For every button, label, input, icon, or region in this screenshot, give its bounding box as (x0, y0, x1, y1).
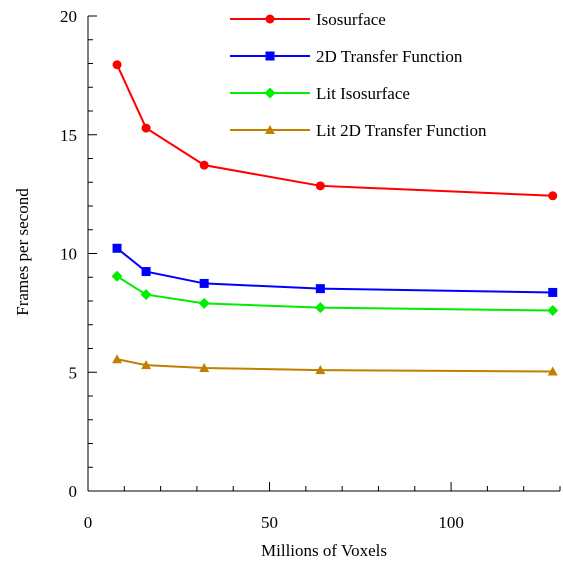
legend-item-3: Lit 2D Transfer Function (230, 121, 487, 140)
data-point (316, 181, 325, 190)
data-point (548, 191, 557, 200)
y-tick-label: 20 (60, 7, 77, 26)
legend-item-0: Isosurface (230, 10, 386, 29)
x-tick-label: 0 (84, 513, 93, 532)
x-tick-label: 50 (261, 513, 278, 532)
legend-label: Lit Isosurface (316, 84, 410, 103)
y-axis-title: Frames per second (13, 188, 32, 316)
legend-marker (266, 15, 275, 24)
legend-label: Lit 2D Transfer Function (316, 121, 487, 140)
data-point (316, 284, 325, 293)
data-point (142, 124, 151, 133)
x-axis-title: Millions of Voxels (261, 541, 387, 560)
axes: 0 5 10 15 20 0 50 100 (60, 7, 560, 532)
legend-marker (266, 52, 275, 61)
data-point (315, 302, 326, 313)
y-tick-label: 0 (69, 482, 78, 501)
series-3 (112, 354, 558, 375)
data-point (141, 289, 152, 300)
legend-item-2: Lit Isosurface (230, 84, 410, 103)
data-point (113, 60, 122, 69)
legend-label: 2D Transfer Function (316, 47, 463, 66)
data-point (200, 161, 209, 170)
legend-item-1: 2D Transfer Function (230, 47, 463, 66)
series-1 (113, 244, 558, 297)
series-line (117, 248, 553, 292)
data-point (113, 244, 122, 253)
y-tick-label: 15 (60, 126, 77, 145)
data-point (112, 271, 123, 282)
series-line (117, 276, 553, 310)
x-tick-label: 100 (438, 513, 464, 532)
y-tick-label: 10 (60, 245, 77, 264)
data-point (548, 288, 557, 297)
data-point (200, 279, 209, 288)
series-line (117, 359, 553, 371)
data-point (199, 298, 210, 309)
data-point (547, 305, 558, 316)
y-tick-label: 5 (69, 363, 78, 382)
series-group (112, 60, 559, 375)
data-point (112, 354, 122, 363)
legend: Isosurface 2D Transfer Function Lit Isosur… (230, 10, 487, 140)
data-point (142, 267, 151, 276)
legend-label: Isosurface (316, 10, 386, 29)
legend-marker (265, 88, 276, 99)
